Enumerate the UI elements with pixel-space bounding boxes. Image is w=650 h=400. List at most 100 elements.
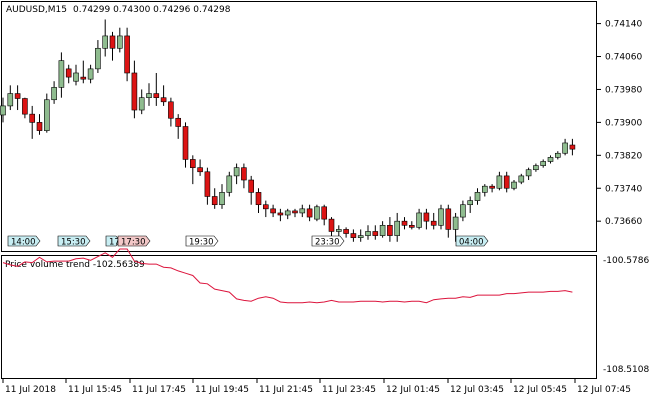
candle	[554, 151, 561, 160]
candles-layer	[0, 19, 576, 242]
candle	[190, 155, 196, 185]
svg-text:12 Jul 01:45: 12 Jul 01:45	[386, 385, 440, 395]
svg-text:11 Jul 15:45: 11 Jul 15:45	[68, 385, 122, 395]
price-tick: 0.73740	[597, 184, 642, 194]
candle	[182, 122, 189, 168]
candle	[175, 114, 181, 139]
time-tick: 11 Jul 17:45	[129, 379, 186, 395]
candle	[452, 212, 459, 242]
candle	[343, 227, 349, 238]
candle	[109, 31, 116, 61]
price-tick: 0.73980	[597, 85, 642, 95]
time-tick: 12 Jul 03:45	[447, 379, 504, 395]
candle	[350, 229, 357, 242]
candle	[365, 225, 371, 240]
candle	[292, 208, 298, 218]
candle	[299, 204, 306, 218]
svg-text:11 Jul 17:45: 11 Jul 17:45	[132, 385, 186, 395]
candle	[314, 204, 320, 222]
indicator-scale-top: -100.57867	[603, 256, 650, 266]
candle	[73, 64, 79, 86]
time-axis: 11 Jul 2018 11 Jul 15:45 11 Jul 17:45 11 Ju…	[2, 379, 631, 395]
candle	[65, 64, 72, 84]
indicator-scale-bottom: -108.51081	[603, 365, 650, 375]
candle	[321, 204, 328, 226]
svg-text:12 Jul 05:45: 12 Jul 05:45	[513, 385, 567, 395]
candle	[146, 83, 152, 106]
time-marker: 15:30	[57, 235, 91, 248]
svg-text:17:: 17:	[109, 238, 123, 248]
time-tick: 11 Jul 2018	[2, 379, 56, 395]
candle	[219, 184, 225, 209]
candle	[95, 40, 101, 73]
price-tick: 0.74140	[597, 20, 642, 30]
candle	[0, 97, 6, 123]
candle	[87, 64, 94, 84]
svg-text:11 Jul 21:45: 11 Jul 21:45	[259, 385, 313, 395]
main-pane[interactable]	[1, 1, 597, 252]
svg-text:11 Jul 2018: 11 Jul 2018	[5, 385, 56, 395]
time-marker: 14:00	[7, 235, 41, 248]
svg-text:15:30: 15:30	[61, 238, 86, 248]
svg-text:0.73740: 0.73740	[605, 184, 642, 194]
time-tick: 12 Jul 01:45	[383, 379, 440, 395]
candle	[547, 155, 554, 164]
candle	[416, 208, 422, 230]
price-tick: 0.74060	[597, 53, 642, 63]
time-marker: 23:30	[311, 235, 345, 248]
candle	[540, 159, 547, 168]
candle	[284, 208, 291, 220]
candle	[138, 89, 145, 115]
candle	[408, 221, 415, 230]
candle	[80, 60, 87, 84]
candle	[357, 229, 364, 242]
candle	[467, 196, 474, 213]
symbol-label: AUDUSD,M15	[6, 5, 67, 15]
svg-text:11 Jul 23:45: 11 Jul 23:45	[322, 385, 376, 395]
candle	[533, 163, 539, 172]
candle	[277, 208, 284, 222]
time-markers: 14:00 15:30 17:17:30 19:30 23:30 04:00	[7, 235, 489, 248]
candle	[394, 212, 401, 242]
indicator-title: Price volume trend -102.56389	[5, 260, 145, 270]
candle	[270, 204, 276, 218]
candle	[14, 85, 21, 111]
svg-text:11 Jul 19:45: 11 Jul 19:45	[195, 385, 249, 395]
candle	[131, 60, 138, 119]
pvt-line	[2, 248, 573, 304]
candle	[22, 97, 28, 119]
candle	[372, 225, 379, 240]
candle	[102, 19, 108, 57]
candle	[226, 171, 233, 197]
candle	[423, 208, 430, 230]
candle	[211, 188, 218, 209]
candle	[36, 114, 43, 135]
time-marker: 17:30	[117, 235, 151, 248]
svg-text:14:00: 14:00	[11, 238, 36, 248]
candle	[379, 221, 386, 238]
candle	[445, 204, 452, 238]
candle	[233, 163, 240, 185]
ohlc-values: 0.74299 0.74300 0.74296 0.74298	[73, 5, 231, 15]
time-tick: 11 Jul 21:45	[256, 379, 313, 395]
svg-text:0.73900: 0.73900	[605, 118, 642, 128]
svg-text:12 Jul 03:45: 12 Jul 03:45	[450, 385, 504, 395]
candle	[481, 184, 488, 197]
svg-text:0.74140: 0.74140	[605, 20, 642, 30]
svg-text:12 Jul 07:45: 12 Jul 07:45	[577, 385, 631, 395]
candle	[7, 85, 14, 111]
time-tick: 11 Jul 19:45	[192, 379, 249, 395]
candle	[51, 81, 57, 104]
candle	[496, 171, 503, 191]
candle	[474, 188, 481, 205]
indicator-pane[interactable]	[1, 255, 597, 379]
candle	[160, 85, 167, 106]
time-tick: 11 Jul 15:45	[65, 379, 122, 395]
candle	[58, 52, 65, 98]
candle	[124, 27, 130, 82]
candle	[438, 204, 444, 230]
candle	[518, 173, 525, 185]
candle	[562, 138, 568, 156]
price-tick: 0.73820	[597, 151, 642, 161]
